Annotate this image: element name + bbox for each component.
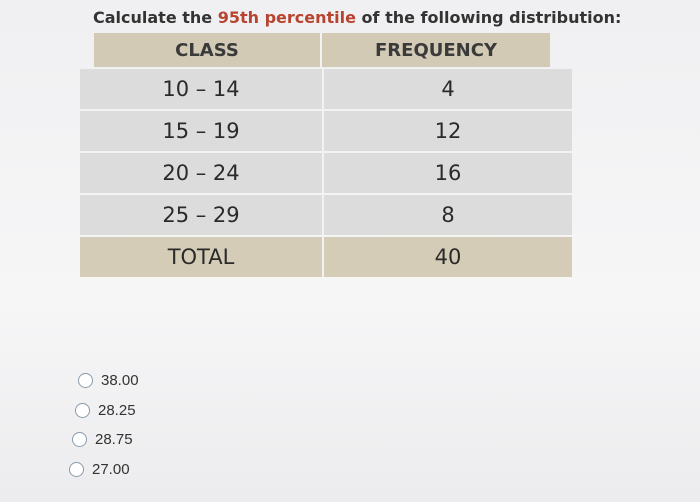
table-cell: 40: [434, 245, 462, 269]
radio-button[interactable]: [75, 402, 90, 418]
table: CLASS FREQUENCY 10 – 14 4 15 – 19 12 20 – 24 16…: [80, 33, 572, 279]
table-cell: 15 – 19: [80, 111, 324, 151]
option-label: 28.25: [98, 401, 136, 419]
option[interactable]: 28.75: [72, 431, 133, 448]
option-label: 28.75: [95, 431, 133, 448]
table-cell: 12: [434, 119, 462, 143]
radio-button[interactable]: [69, 461, 84, 477]
question-text: of the following distribution:: [355, 8, 622, 27]
option[interactable]: 27.00: [69, 461, 130, 478]
table-cell: FREQUENCY: [375, 39, 497, 61]
table-cell: 4: [441, 77, 455, 101]
option[interactable]: 38.00: [78, 372, 139, 389]
table-cell: 25 – 29: [80, 195, 324, 235]
option-label: 27.00: [92, 460, 130, 478]
option-label: 38.00: [101, 372, 139, 389]
table-row: 25 – 29 8: [80, 195, 572, 235]
radio-button[interactable]: [78, 373, 93, 388]
table-cell: CLASS: [94, 33, 322, 67]
table-row: 15 – 19 12: [80, 111, 572, 151]
table-row: CLASS FREQUENCY: [94, 33, 550, 67]
table-cell: 20 – 24: [80, 153, 324, 193]
option[interactable]: 28.25: [75, 402, 136, 419]
question: Calculate the 95th percentile of the fol…: [93, 8, 621, 27]
table-cell: 8: [441, 203, 455, 227]
table-cell: 10 – 14: [80, 69, 324, 109]
question-highlight: 95th percentile: [217, 8, 356, 27]
table-row: TOTAL 40: [80, 237, 572, 277]
table-cell: 16: [434, 161, 462, 185]
radio-button[interactable]: [72, 432, 87, 447]
table-cell: TOTAL: [80, 237, 324, 277]
table-row: 20 – 24 16: [80, 153, 572, 193]
question-text: Calculate the: [93, 8, 218, 27]
table-row: 10 – 14 4: [80, 69, 572, 109]
